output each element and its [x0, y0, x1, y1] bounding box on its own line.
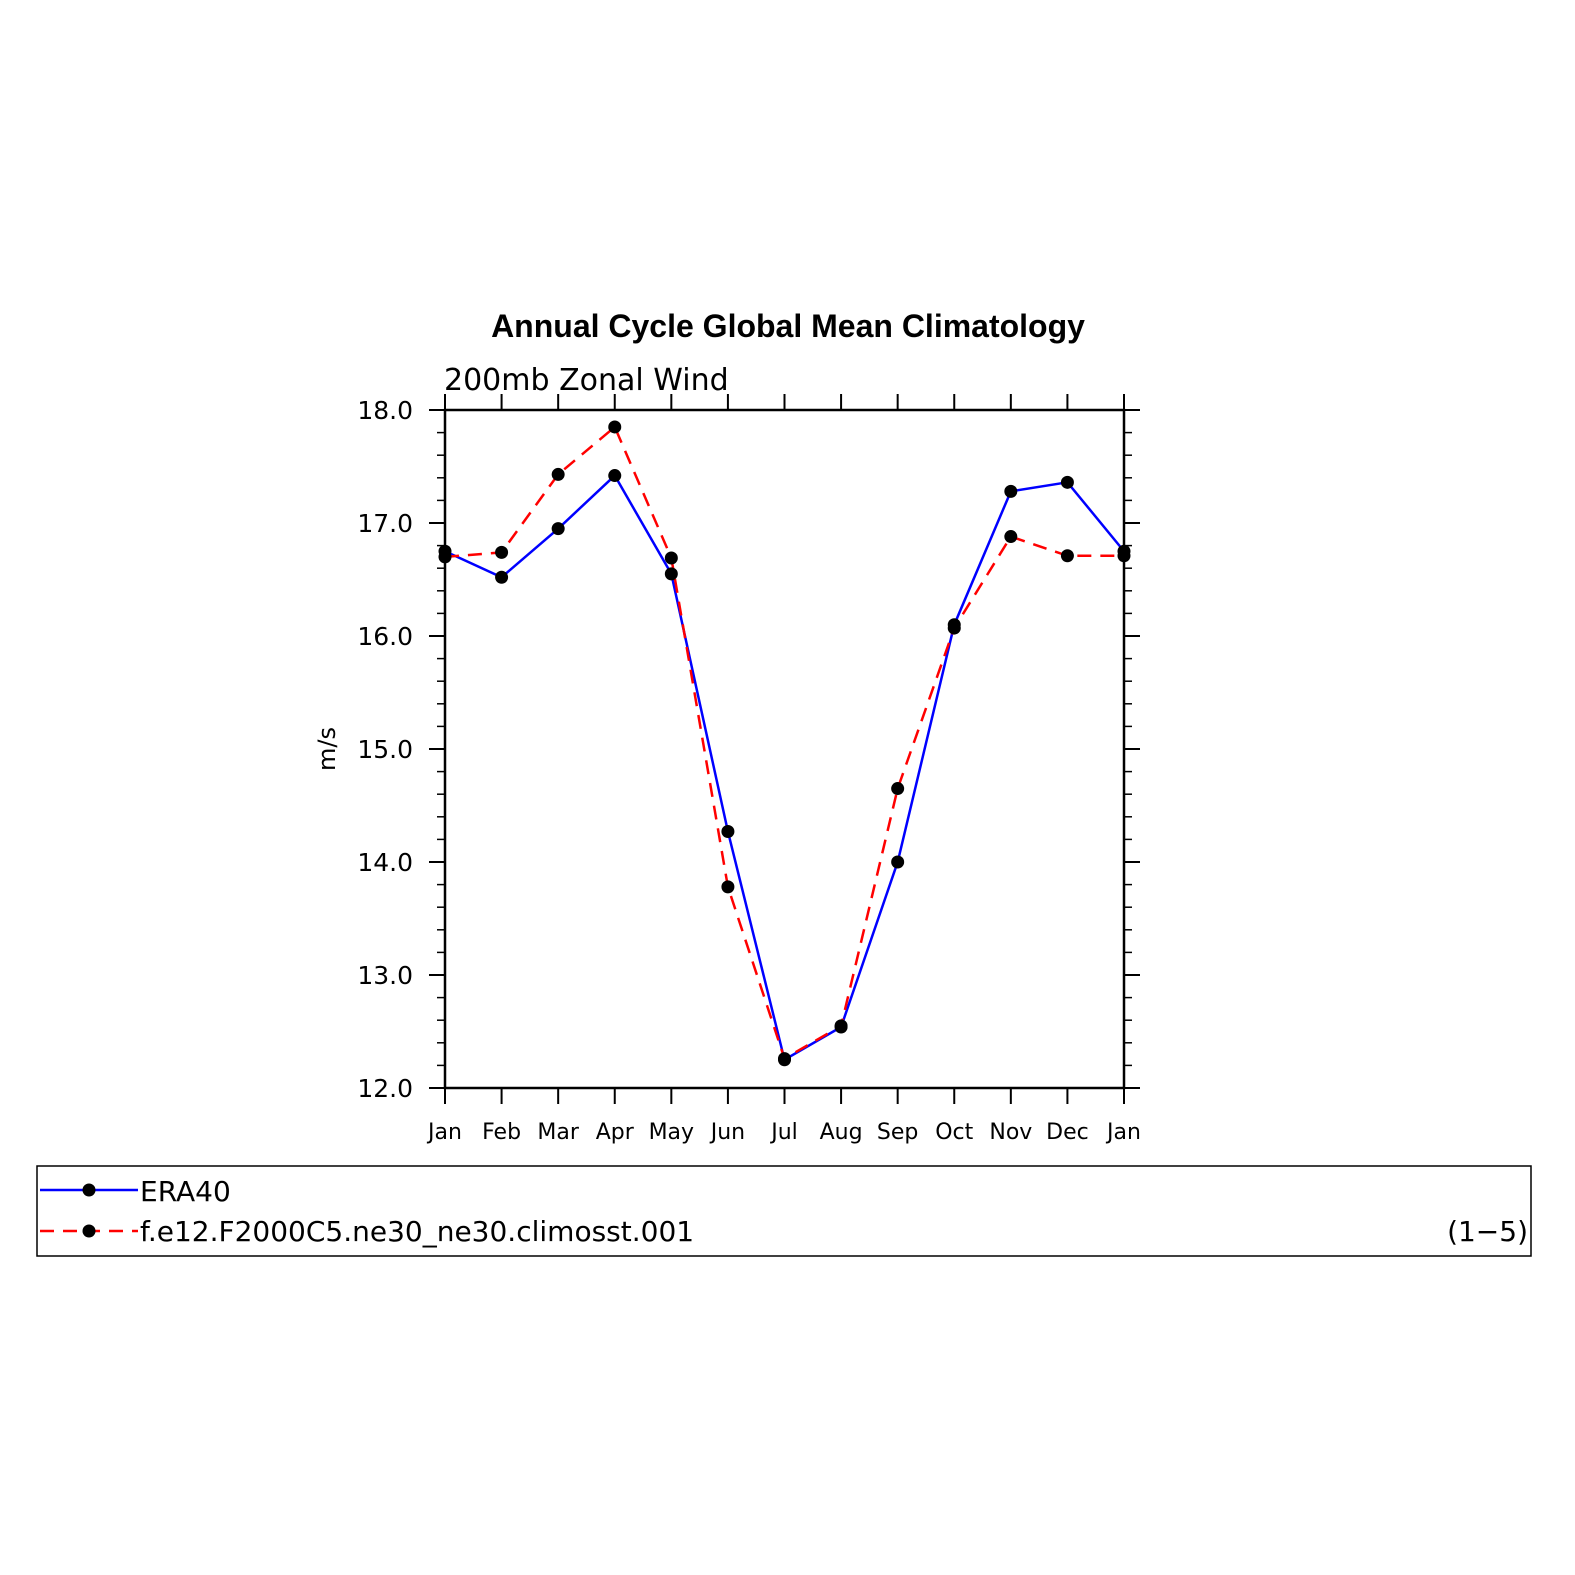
data-point-series-1 — [778, 1052, 791, 1066]
x-tick-label: Jan — [1105, 1120, 1141, 1145]
x-tick-label: Feb — [482, 1120, 521, 1145]
y-tick-label: 17.0 — [357, 509, 413, 538]
y-axis-label: m/s — [313, 727, 341, 771]
x-tick-label: Dec — [1046, 1120, 1089, 1145]
data-point-series-0 — [608, 469, 622, 483]
chart-subtitle: 200mb Zonal Wind — [444, 363, 729, 398]
legend-box — [36, 1165, 1532, 1257]
data-point-series-1 — [608, 420, 622, 434]
x-tick-label: Jan — [426, 1120, 462, 1145]
y-tick-label: 15.0 — [357, 735, 413, 764]
x-tick-label: Nov — [989, 1120, 1032, 1145]
data-point-series-1 — [1060, 549, 1074, 563]
data-point-series-1 — [721, 880, 735, 894]
data-point-series-0 — [1004, 484, 1018, 498]
x-tick-label: Oct — [935, 1120, 973, 1145]
legend-keys — [40, 1183, 138, 1238]
data-point-series-0 — [551, 522, 565, 536]
data-point-series-1 — [495, 545, 509, 559]
legend-note: (1−5) — [1447, 1215, 1528, 1248]
x-tick-label: May — [649, 1120, 694, 1145]
data-point-series-0 — [495, 570, 509, 584]
points-layer — [438, 420, 1131, 1067]
data-point-series-1 — [834, 1019, 848, 1033]
chart-title: Annual Cycle Global Mean Climatology — [491, 308, 1085, 344]
legend-label-era40: ERA40 — [140, 1175, 231, 1208]
x-tick-label: Aug — [820, 1120, 863, 1145]
legend-label-model: f.e12.F2000C5.ne30_ne30.climosst.001 — [140, 1215, 694, 1248]
data-point-series-1 — [947, 621, 961, 635]
legend-key-marker-0 — [82, 1183, 96, 1197]
y-tick-label: 13.0 — [357, 961, 413, 990]
y-tick-label: 16.0 — [357, 622, 413, 651]
data-point-series-0 — [664, 567, 678, 581]
x-tick-label: Mar — [537, 1120, 579, 1145]
legend-key-marker-1 — [82, 1224, 96, 1238]
x-tick-label: Jul — [769, 1120, 798, 1145]
data-point-series-1 — [891, 782, 905, 796]
x-tick-label: Apr — [596, 1120, 635, 1145]
data-point-series-0 — [721, 824, 735, 838]
x-tick-label: Jun — [709, 1120, 745, 1145]
x-tick-labels: Jan Feb Mar Apr May Jun Jul Aug Sep Oct Nov Dec Jan — [426, 1120, 1141, 1145]
y-tick-label: 14.0 — [357, 848, 413, 877]
data-point-series-1 — [1004, 530, 1018, 544]
data-point-series-1 — [664, 551, 678, 565]
x-tick-label: Sep — [877, 1120, 918, 1145]
axis-ticks — [429, 394, 1140, 1104]
data-point-series-0 — [1060, 475, 1074, 489]
y-tick-label: 12.0 — [357, 1074, 413, 1103]
legend: ERA40 f.e12.F2000C5.ne30_ne30.climosst.0… — [36, 1165, 1532, 1257]
data-point-series-1 — [551, 467, 565, 481]
y-tick-label: 18.0 — [357, 396, 413, 425]
y-tick-labels: 12.0 13.0 14.0 15.0 16.0 17.0 18.0 — [357, 396, 413, 1103]
data-point-series-0 — [891, 855, 905, 869]
plot-frame — [443, 408, 1126, 1090]
